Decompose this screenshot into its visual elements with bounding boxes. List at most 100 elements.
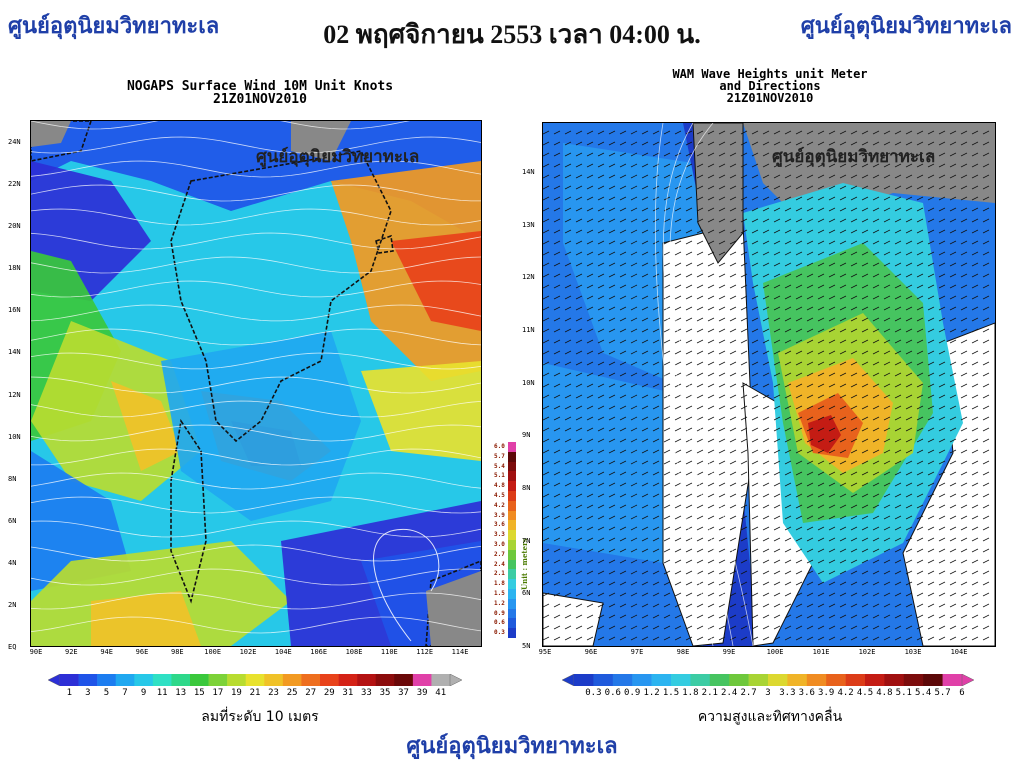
- vertical-colorbar-swatch: [508, 451, 516, 462]
- colorbar-label: 29: [323, 688, 335, 698]
- colorbar-swatch: [245, 674, 265, 686]
- colorbar-label: 17: [212, 688, 224, 698]
- colorbar-label: 2.1: [701, 688, 718, 698]
- wave-vertical-unit: Unit : meters: [520, 538, 529, 590]
- vertical-colorbar-swatch: [508, 510, 516, 521]
- y-tick-label: 24N: [8, 138, 21, 146]
- colorbar-swatch: [903, 674, 924, 686]
- colorbar-swatch: [632, 674, 652, 686]
- x-tick-label: 90E: [29, 648, 43, 656]
- colorbar-swatch: [748, 674, 769, 686]
- colorbar-swatch: [612, 674, 633, 686]
- wave-map-title-line2: and Directions: [719, 79, 821, 94]
- colorbar-label: 1.2: [643, 688, 660, 698]
- colorbar-swatch: [826, 674, 846, 686]
- colorbar-swatch: [134, 674, 154, 686]
- colorbar-label: 5: [103, 688, 110, 698]
- y-tick-label: 7N: [522, 536, 531, 545]
- x-tick-label: 99E: [722, 648, 736, 656]
- colorbar-swatch: [60, 674, 79, 686]
- y-tick-label: 22N: [8, 180, 21, 189]
- colorbar-swatch: [97, 674, 117, 686]
- colorbar-swatch: [190, 674, 209, 686]
- colorbar-swatch: [208, 674, 228, 686]
- y-tick-label: 18N: [8, 264, 21, 273]
- colorbar-swatch: [942, 674, 963, 686]
- colorbar-swatch: [729, 674, 749, 686]
- colorbar-label: 6: [959, 688, 965, 698]
- vertical-colorbar-swatch: [508, 608, 516, 619]
- colorbar-label: 4.8: [876, 688, 893, 698]
- colorbar-label: 19: [231, 688, 242, 698]
- y-tick-label: 16N: [8, 306, 21, 315]
- y-tick-label: 2N: [8, 600, 17, 609]
- colorbar-swatch: [412, 674, 432, 686]
- y-tick-label: 10N: [8, 432, 21, 441]
- wave-map-canvas: [543, 123, 995, 646]
- colorbar-label: 0.9: [624, 688, 641, 698]
- colorbar-swatch: [171, 674, 191, 686]
- wave-map-panel[interactable]: [542, 122, 996, 647]
- colorbar-swatch: [394, 674, 414, 686]
- y-tick-label: 20N: [8, 222, 21, 231]
- wave-colorbar: [562, 674, 974, 686]
- vertical-colorbar-swatch: [508, 628, 516, 639]
- x-tick-label: 104E: [274, 648, 292, 656]
- vertical-colorbar-label: 2.4: [494, 560, 505, 568]
- x-tick-label: 92E: [65, 648, 78, 656]
- wind-colorbar: [48, 674, 462, 686]
- x-tick-label: 98E: [676, 648, 690, 656]
- colorbar-swatch: [227, 674, 247, 686]
- colorbar-swatch: [787, 674, 808, 686]
- wind-map-panel[interactable]: [30, 120, 482, 647]
- vertical-colorbar-label: 4.8: [494, 482, 505, 490]
- colorbar-label: 2.7: [740, 688, 757, 698]
- colorbar-label: 1.5: [662, 688, 680, 698]
- y-tick-label: EQ: [8, 643, 17, 651]
- header-brand-right: ศูนย์อุตุนิยมวิทยาทะเล: [800, 14, 1012, 39]
- x-tick-label: 106E: [310, 648, 328, 656]
- vertical-colorbar-label: 3.6: [494, 521, 505, 529]
- colorbar-swatch: [865, 674, 885, 686]
- colorbar-label: 2.4: [721, 688, 738, 698]
- vertical-colorbar-swatch: [508, 589, 516, 600]
- colorbar-swatch: [845, 674, 866, 686]
- y-tick-label: 5N: [522, 642, 531, 650]
- colorbar-label: 0.6: [604, 688, 621, 698]
- footer-brand: ศูนย์อุตุนิยมวิทยาทะเล: [406, 734, 618, 759]
- y-tick-label: 8N: [522, 484, 531, 492]
- x-tick-label: 104E: [950, 648, 968, 656]
- colorbar-label: 23: [268, 688, 279, 698]
- wind-map-watermark: ศูนย์อุตุนิยมวิทยาทะเล: [256, 147, 420, 167]
- colorbar-swatch: [806, 674, 827, 686]
- x-tick-label: 95E: [538, 648, 552, 656]
- colorbar-swatch: [671, 674, 691, 686]
- colorbar-label: 1: [66, 688, 72, 698]
- y-tick-label: 4N: [8, 558, 17, 567]
- colorbar-label: 25: [286, 688, 298, 698]
- colorbar-swatch: [709, 674, 730, 686]
- vertical-colorbar-swatch: [508, 471, 516, 482]
- header-brand-left: ศูนย์อุตุนิยมวิทยาทะเล: [8, 14, 220, 39]
- colorbar-swatch: [375, 674, 395, 686]
- wave-colorbar-caption: ความสูงและทิศทางคลื่น: [697, 709, 843, 725]
- colorbar-swatch: [282, 674, 302, 686]
- colorbar-swatch: [593, 674, 614, 686]
- colorbar-label: 15: [193, 688, 205, 698]
- colorbar-label: 7: [122, 688, 128, 698]
- wind-map-title-line2: 21Z01NOV2010: [213, 92, 307, 108]
- vertical-colorbar-label: 1.5: [494, 590, 505, 597]
- colorbar-swatch: [320, 674, 339, 686]
- wind-map-title-line1: NOGAPS Surface Wind 10M Unit Knots: [126, 79, 394, 94]
- colorbar-label: 5.7: [934, 688, 951, 698]
- colorbar-label: 9: [140, 688, 147, 698]
- colorbar-label: 31: [342, 688, 354, 698]
- vertical-colorbar-label: 5.4: [494, 462, 505, 470]
- colorbar-label: 33: [361, 688, 372, 698]
- wind-map-title: NOGAPS Surface Wind 10M Unit Knots 21Z01…: [40, 80, 480, 107]
- colorbar-swatch: [115, 674, 135, 686]
- vertical-colorbar-label: 5.7: [494, 452, 505, 460]
- vertical-colorbar-swatch: [508, 481, 516, 492]
- wave-map-watermark: ศูนย์อุตุนิยมวิทยาทะเล: [772, 147, 936, 167]
- vertical-colorbar-label: 3.9: [494, 511, 505, 519]
